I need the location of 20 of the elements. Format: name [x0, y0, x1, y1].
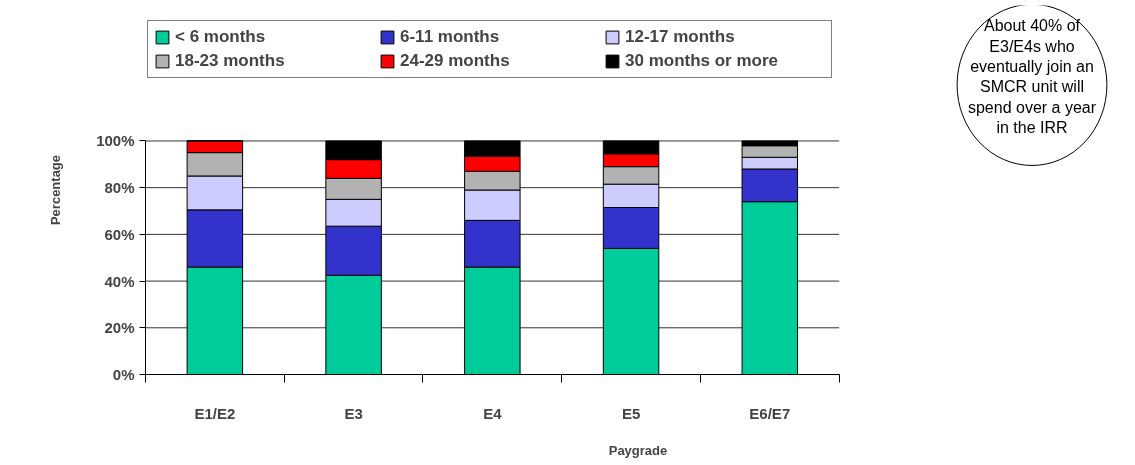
y-tick-label: 80%	[104, 179, 135, 197]
text: About 40% of E3/E4s who eventually join an SMCR unit will spend over a year in the IRR	[967, 17, 1097, 137]
y-tick-label: 100%	[96, 132, 135, 150]
y-tick-label: 20%	[104, 319, 135, 337]
legend-label: < 6 months	[175, 27, 267, 47]
x-tick-label: E3	[344, 404, 363, 422]
legend-label: 30 months or more	[625, 51, 780, 71]
legend-label: 24-29 months	[400, 51, 511, 71]
x-tick-label: E1/E2	[194, 404, 236, 422]
legend-label: 18-23 months	[175, 51, 286, 71]
y-axis-title: Percentage	[48, 154, 64, 226]
x-axis-title: Paygrade	[608, 442, 668, 458]
x-tick-label: E5	[621, 404, 641, 422]
y-tick-label: 40%	[104, 272, 135, 290]
y-tick-label: 60%	[104, 225, 135, 243]
legend-label: 6-11 months	[400, 27, 501, 47]
legend-label: 12-17 months	[625, 27, 736, 47]
x-tick-label: E6/E7	[749, 404, 791, 422]
y-tick-label: 0%	[112, 366, 135, 383]
x-tick-label: E4	[483, 404, 503, 422]
